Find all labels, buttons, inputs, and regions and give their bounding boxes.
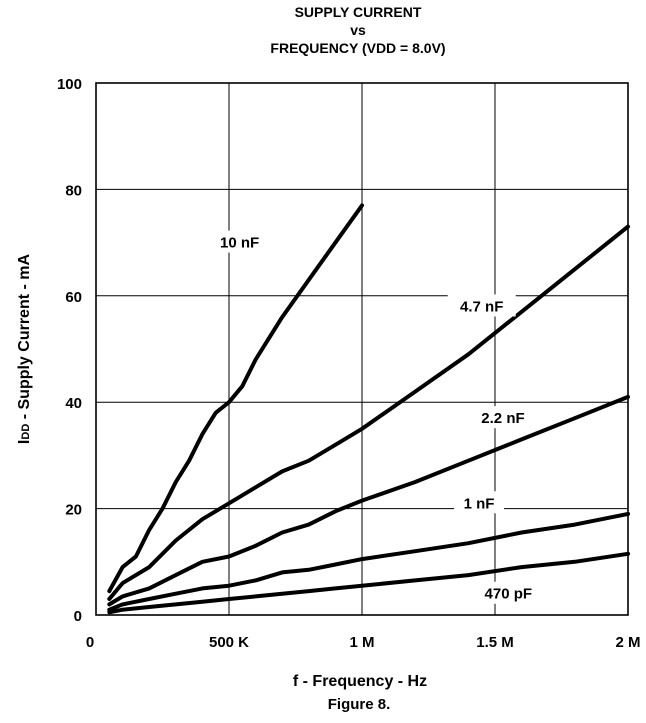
plot-frame xyxy=(95,82,629,616)
y-axis-label: IDD - Supply Current - mA xyxy=(16,253,33,444)
series-label-backdrop xyxy=(454,491,505,514)
chart-title-line-2: vs xyxy=(350,22,366,38)
series-label-backdrop xyxy=(447,294,516,317)
series-line xyxy=(107,551,630,615)
y-tick-label: 40 xyxy=(65,395,82,412)
y-tick-label: 60 xyxy=(65,289,82,306)
figure-caption: Figure 8. xyxy=(328,696,391,713)
y-tick-label: 80 xyxy=(65,182,82,199)
data-series xyxy=(107,203,630,615)
series-label-backdrop xyxy=(210,230,270,253)
series-label-backdrop xyxy=(468,406,537,429)
x-tick-label: 0 xyxy=(86,634,94,651)
axis-ticks: 0 500 K 1 M 1.5 M 2 M 0 20 40 60 80 100 xyxy=(57,76,641,651)
series-line xyxy=(107,224,630,601)
y-tick-label: 20 xyxy=(65,502,82,519)
y-axis-label-main: I xyxy=(16,440,33,444)
series-label: 2.2 nF xyxy=(481,410,524,427)
x-tick-label: 500 K xyxy=(209,634,249,651)
x-tick-label: 1 M xyxy=(349,634,374,651)
y-tick-label: 100 xyxy=(57,76,82,93)
y-tick-label: 0 xyxy=(74,608,82,625)
x-axis-label: f - Frequency - Hz xyxy=(293,673,427,690)
series-label: 10 nF xyxy=(220,235,259,252)
x-tick-label: 2 M xyxy=(615,634,640,651)
series-line xyxy=(107,394,630,607)
series-label-backdrop xyxy=(474,581,543,604)
series-label: 4.7 nF xyxy=(460,298,503,315)
series-label: 1 nF xyxy=(464,495,495,512)
series-line xyxy=(107,203,364,594)
series-line xyxy=(107,511,630,612)
y-axis-label-rest: - Supply Current - mA xyxy=(16,253,33,423)
series-label: 470 pF xyxy=(485,586,533,603)
x-tick-label: 1.5 M xyxy=(476,634,514,651)
series-labels: 10 nF 4.7 nF 2.2 nF 1 nF 470 pF xyxy=(210,230,543,604)
grid-lines xyxy=(96,83,628,615)
chart-title-line-3: FREQUENCY (VDD = 8.0V) xyxy=(270,40,445,56)
chart-title-line-1: SUPPLY CURRENT xyxy=(295,4,422,20)
y-axis-label-subscript: DD xyxy=(20,424,32,440)
